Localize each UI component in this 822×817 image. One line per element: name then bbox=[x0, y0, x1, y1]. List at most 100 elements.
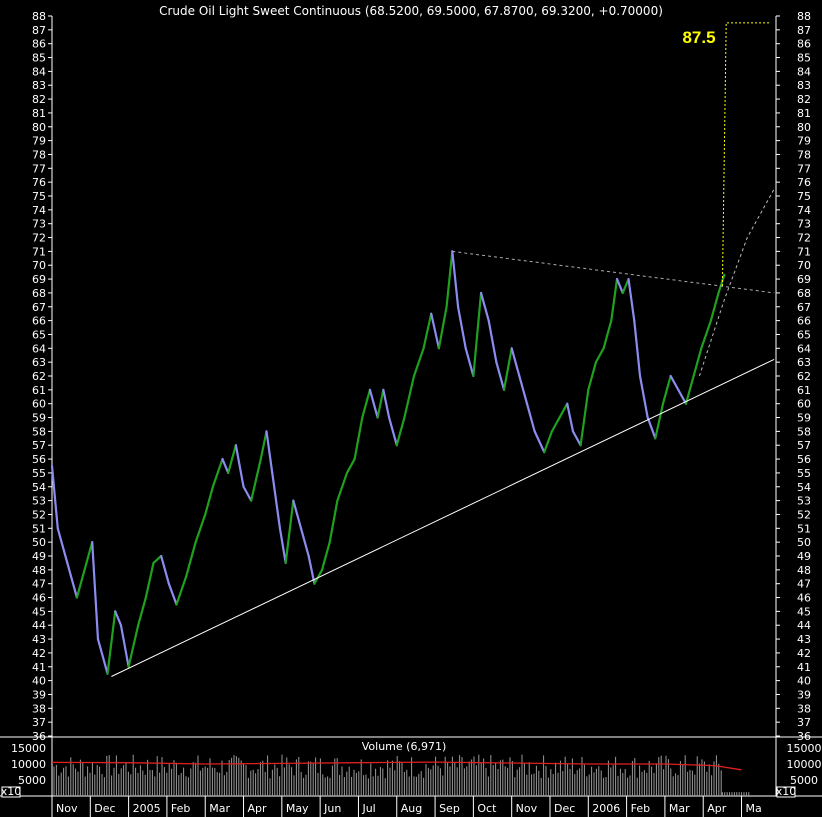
price-segment bbox=[271, 471, 282, 530]
price-segment bbox=[336, 471, 349, 502]
y-tick-label-right: 73 bbox=[797, 218, 811, 231]
price-segment bbox=[550, 416, 561, 433]
price-segment bbox=[114, 610, 123, 627]
y-tick-label-right: 43 bbox=[797, 633, 811, 646]
price-segment bbox=[638, 374, 649, 419]
y-tick-label: 40 bbox=[32, 675, 46, 688]
price-segment bbox=[437, 305, 448, 350]
price-segment bbox=[50, 464, 59, 530]
price-segment bbox=[382, 388, 391, 419]
y-tick-label: 37 bbox=[32, 716, 46, 729]
y-tick-label: 74 bbox=[32, 204, 46, 217]
target-trendline bbox=[721, 22, 771, 287]
y-tick-label: 88 bbox=[32, 10, 46, 23]
x-tick-label: Nov bbox=[56, 802, 78, 815]
y-tick-label-right: 78 bbox=[797, 148, 811, 161]
y-tick-label-right: 52 bbox=[797, 508, 811, 521]
y-tick-label-right: 82 bbox=[797, 93, 811, 106]
price-segment bbox=[284, 499, 295, 565]
price-segment bbox=[430, 312, 440, 350]
y-tick-label-right: 46 bbox=[797, 592, 811, 605]
y-tick-label-right: 80 bbox=[797, 121, 811, 134]
price-segment bbox=[299, 527, 310, 558]
support-trendline bbox=[111, 358, 775, 677]
y-tick-label: 67 bbox=[32, 301, 46, 314]
y-tick-label-right: 49 bbox=[797, 550, 811, 563]
y-tick-label: 64 bbox=[32, 342, 46, 355]
x-tick-label: 2005 bbox=[133, 802, 161, 815]
volume-y-tick-label-right: 10000 bbox=[787, 758, 822, 771]
y-tick-label-right: 63 bbox=[797, 356, 811, 369]
price-segment bbox=[495, 361, 506, 391]
y-tick-label: 71 bbox=[32, 245, 46, 258]
price-segment bbox=[127, 624, 140, 668]
price-segment bbox=[709, 291, 720, 322]
y-tick-label: 85 bbox=[32, 52, 46, 65]
y-axis-left: 3637383940414243444546474849505152535455… bbox=[32, 10, 52, 743]
y-tick-label: 79 bbox=[32, 135, 46, 148]
volume-unit-label-right: x10 bbox=[776, 785, 797, 798]
price-segment bbox=[388, 416, 398, 447]
y-tick-label-right: 42 bbox=[797, 647, 811, 660]
price-segment bbox=[194, 513, 207, 544]
y-tick-label: 80 bbox=[32, 121, 46, 134]
x-tick-label: 2006 bbox=[592, 802, 620, 815]
price-segment bbox=[479, 291, 490, 322]
y-tick-label: 77 bbox=[32, 162, 46, 175]
price-segment bbox=[259, 430, 268, 461]
y-tick-label-right: 65 bbox=[797, 328, 811, 341]
volume-y-tick-label-right: 15000 bbox=[787, 742, 822, 755]
y-tick-label: 69 bbox=[32, 273, 46, 286]
y-tick-label: 59 bbox=[32, 412, 46, 425]
y-tick-label: 44 bbox=[32, 619, 46, 632]
y-tick-label: 72 bbox=[32, 232, 46, 245]
y-tick-label: 56 bbox=[32, 453, 46, 466]
price-segment bbox=[594, 347, 605, 364]
volume-unit-label-left: x10 bbox=[1, 785, 22, 798]
y-tick-label: 58 bbox=[32, 425, 46, 438]
y-tick-label: 75 bbox=[32, 190, 46, 203]
price-segment bbox=[646, 416, 657, 440]
price-segment bbox=[184, 541, 197, 578]
y-axis-right: 3637383940414243444546474849505152535455… bbox=[776, 10, 811, 743]
y-tick-label: 51 bbox=[32, 522, 46, 535]
price-segment bbox=[160, 554, 170, 585]
y-tick-label-right: 67 bbox=[797, 301, 811, 314]
x-tick-label: Jun bbox=[323, 802, 341, 815]
y-tick-label: 65 bbox=[32, 328, 46, 341]
price-segment bbox=[361, 388, 372, 419]
price-segment bbox=[91, 541, 100, 641]
volume-unit-box-right bbox=[776, 786, 796, 798]
x-tick-label: Ma bbox=[746, 802, 762, 815]
x-tick-label: Nov bbox=[516, 802, 538, 815]
y-tick-label: 39 bbox=[32, 688, 46, 701]
y-tick-label-right: 54 bbox=[797, 481, 811, 494]
price-segment bbox=[587, 361, 598, 391]
y-tick-label-right: 74 bbox=[797, 204, 811, 217]
y-tick-label-right: 51 bbox=[797, 522, 811, 535]
y-tick-label: 38 bbox=[32, 702, 46, 715]
y-tick-label: 82 bbox=[32, 93, 46, 106]
price-segment bbox=[345, 457, 356, 475]
y-tick-label-right: 71 bbox=[797, 245, 811, 258]
y-tick-label: 86 bbox=[32, 38, 46, 51]
x-tick-label: Apr bbox=[248, 802, 268, 815]
y-tick-label-right: 87 bbox=[797, 24, 811, 37]
price-segment bbox=[717, 273, 726, 295]
price-segment bbox=[558, 402, 569, 419]
y-tick-label-right: 48 bbox=[797, 564, 811, 577]
y-tick-label: 66 bbox=[32, 315, 46, 328]
y-tick-label: 61 bbox=[32, 384, 46, 397]
y-tick-label-right: 81 bbox=[797, 107, 811, 120]
y-tick-label-right: 70 bbox=[797, 259, 811, 272]
price-segment bbox=[368, 388, 379, 419]
y-tick-label: 36 bbox=[32, 730, 46, 743]
y-tick-label-right: 85 bbox=[797, 52, 811, 65]
y-tick-label-right: 88 bbox=[797, 10, 811, 23]
price-segment bbox=[353, 416, 364, 461]
x-tick-label: Feb bbox=[631, 802, 650, 815]
y-tick-label-right: 86 bbox=[797, 38, 811, 51]
y-tick-label: 41 bbox=[32, 661, 46, 674]
